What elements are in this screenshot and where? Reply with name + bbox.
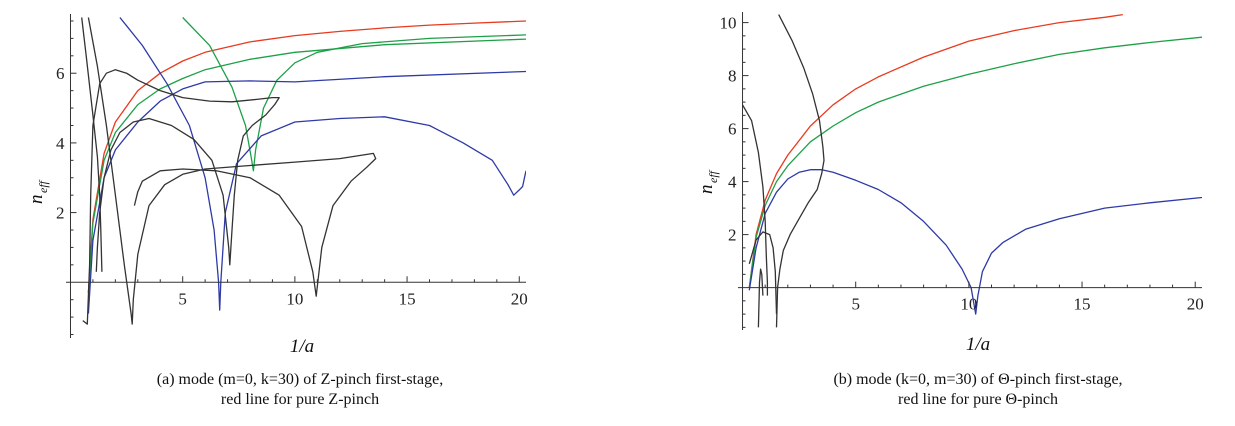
panel-b-caption: (b) mode (k=0, m=30) of Θ-pinch first-st…	[758, 370, 1198, 410]
panel-a-series-2-line	[87, 38, 526, 293]
panel-b-y-axis-label-main: n	[696, 185, 717, 195]
panel-a-x-tick-label: 5	[178, 289, 187, 308]
panel-a-series-8-line	[82, 69, 280, 325]
panel-a-series-7-line	[81, 17, 103, 272]
panel-a-caption-line2: red line for pure Z-pinch	[220, 391, 380, 408]
panel-b-series-4-line	[775, 14, 825, 328]
panel-b-x-tick-label: 10	[960, 295, 977, 314]
panel-b-y-axis-label-sub: eff	[706, 169, 720, 183]
panel-a-y-axis-label: n eff	[26, 179, 50, 204]
panel-a-series-1-line	[87, 20, 526, 293]
panel-a-caption: (a) mode (m=0, k=30) of Z-pinch first-st…	[80, 370, 520, 410]
panel-a-y-tick-label: 6	[56, 64, 65, 83]
panel-a-y-axis-label-sub: eff	[36, 179, 50, 193]
panel-a-x-tick-label: 20	[511, 289, 528, 308]
panel-b-x-tick-label: 5	[851, 295, 860, 314]
panel-b-y-tick-label: 6	[728, 120, 737, 139]
panel-b-y-tick-label: 2	[728, 226, 737, 245]
panel-b-x-tick-label: 15	[1074, 295, 1091, 314]
panel-b-x-tick-label: 20	[1187, 295, 1204, 314]
panel-a-series-3-line	[182, 17, 526, 172]
panel-b-chart: 5 10 15 20 2 4 6 8 10 1/a n eff	[696, 12, 1204, 355]
panel-a-series-4-line	[87, 70, 526, 314]
panel-b-y-tick-label: 10	[720, 14, 737, 33]
panel-b-caption-line1: (b) mode (k=0, m=30) of Θ-pinch first-st…	[833, 371, 1123, 388]
panel-b-y-tick-label: 8	[728, 67, 737, 86]
panel-b-caption-line2: red line for pure Θ-pinch	[898, 391, 1058, 408]
panel-a-caption-line1: (a) mode (m=0, k=30) of Z-pinch first-st…	[156, 371, 444, 388]
panel-a-chart: 5 10 15 20 2 4 6 1/a n eff	[26, 14, 528, 357]
panel-b-y-axis-label: n eff	[696, 169, 720, 194]
panel-a-y-tick-label: 4	[56, 134, 65, 153]
panel-b-series-3-line	[748, 169, 1202, 315]
panel-b-series-1-line	[748, 13, 1123, 288]
panel-b-series-7-line	[757, 268, 764, 328]
panel-a-x-tick-label: 15	[399, 289, 416, 308]
panel-b-series-5-line	[741, 104, 769, 296]
panel-a-y-axis-label-main: n	[26, 195, 47, 205]
panel-a-series-6-line	[87, 17, 377, 325]
panel-a-y-tick-label: 2	[56, 204, 65, 223]
panel-b-series-2-line	[748, 36, 1202, 288]
panel-a-x-tick-label: 10	[286, 289, 303, 308]
panel-b-y-tick-label: 4	[728, 173, 737, 192]
panel-a-series-5-line	[119, 17, 526, 311]
panel-b-series-6-line	[748, 231, 778, 315]
panel-a-x-axis-label: 1/a	[290, 336, 314, 357]
panel-b-x-axis-label: 1/a	[966, 334, 990, 355]
